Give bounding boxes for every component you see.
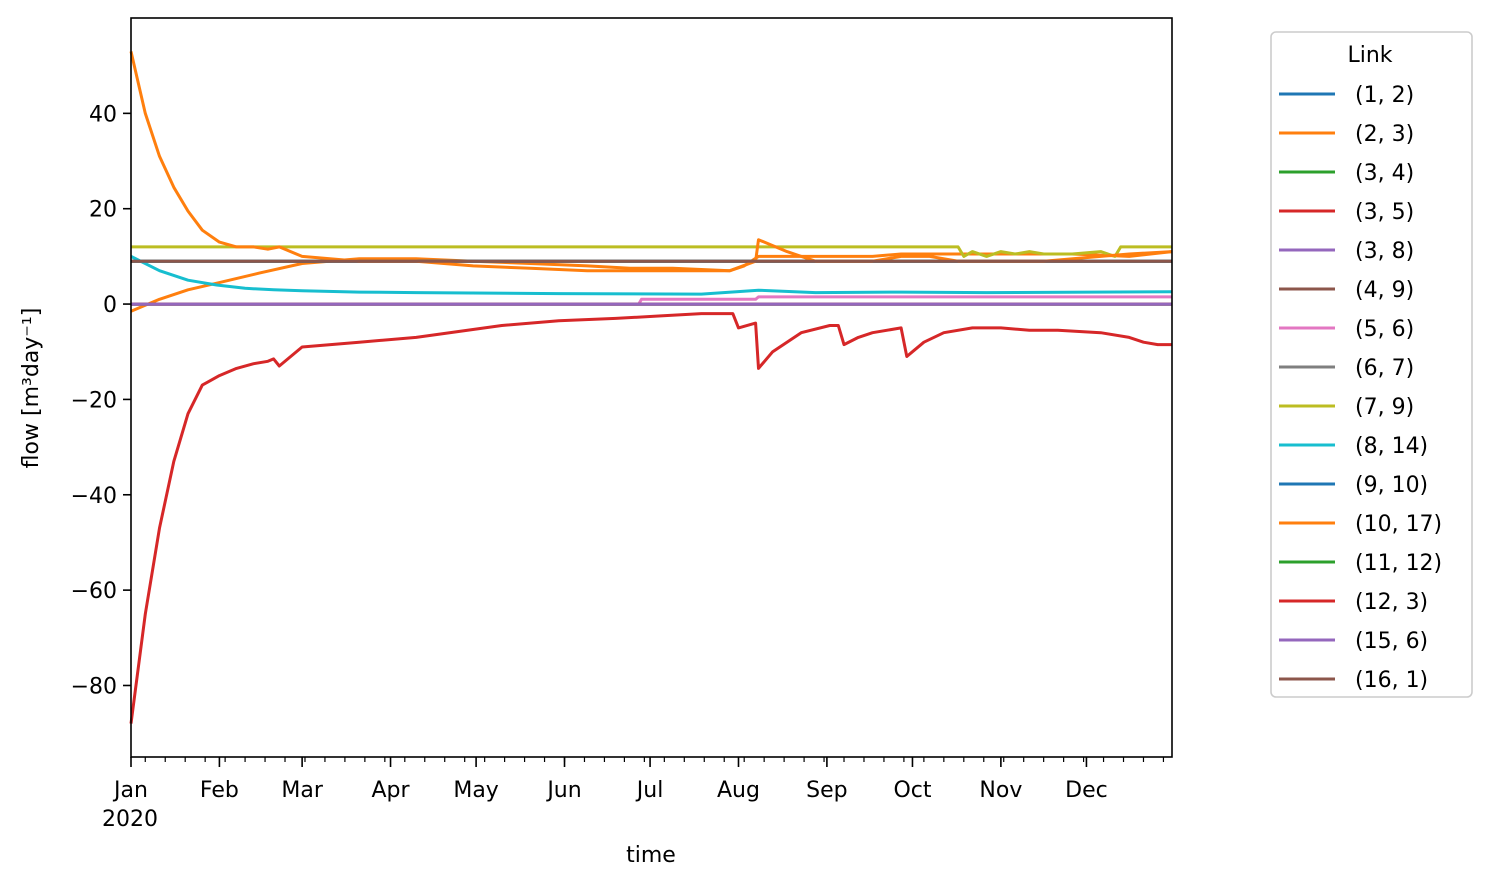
y-tick-label: −20 xyxy=(71,388,117,413)
series-line-8 xyxy=(131,245,1172,258)
legend-label: (12, 3) xyxy=(1355,590,1428,615)
x-tick-label: Jan xyxy=(112,778,148,803)
legend-box xyxy=(1270,31,1473,698)
legend-label: (5, 6) xyxy=(1355,317,1414,342)
legend-label: (2, 3) xyxy=(1355,122,1414,147)
legend-label: (3, 8) xyxy=(1355,239,1414,264)
x-tick-label: Jun xyxy=(545,778,581,803)
legend-label: (3, 4) xyxy=(1355,161,1414,186)
legend-label: (15, 6) xyxy=(1355,629,1428,654)
x-tick-label: Jul xyxy=(635,778,664,803)
legend-label: (7, 9) xyxy=(1355,395,1414,420)
axes-frame xyxy=(130,17,1173,758)
series-line-9 xyxy=(130,255,1173,296)
x-tick-label: Dec xyxy=(1065,778,1108,803)
y-tick-label: 40 xyxy=(89,102,117,127)
x-tick-label: Nov xyxy=(979,778,1022,803)
y-tick-label: 20 xyxy=(89,198,117,223)
x-tick-label: Feb xyxy=(200,778,239,803)
x-tick-label: May xyxy=(453,778,498,803)
x-tick-label: Oct xyxy=(893,778,931,803)
legend-label: (1, 2) xyxy=(1355,83,1414,108)
y-axis-label: flow [m³day⁻¹] xyxy=(19,308,44,469)
y-tick-label: −40 xyxy=(71,484,117,509)
series-line-1 xyxy=(130,250,1173,313)
legend-label: (16, 1) xyxy=(1355,668,1428,693)
y-tick-label: 0 xyxy=(103,293,117,318)
legend-title: Link xyxy=(1347,43,1392,68)
series-line-3 xyxy=(129,312,1172,724)
legend-label: (3, 5) xyxy=(1355,200,1414,225)
legend-label: (6, 7) xyxy=(1355,356,1414,381)
x-year-label: 2020 xyxy=(102,807,158,832)
y-tick-label: −80 xyxy=(71,674,117,699)
x-tick-label: Mar xyxy=(281,778,323,803)
y-tick-label: −60 xyxy=(71,579,117,604)
plot-area xyxy=(129,51,1173,724)
x-tick-label: Aug xyxy=(717,778,760,803)
legend-label: (9, 10) xyxy=(1355,473,1428,498)
legend-label: (11, 12) xyxy=(1355,551,1442,576)
x-tick-label: Apr xyxy=(372,778,411,803)
x-axis-label: time xyxy=(626,843,676,868)
legend-label: (4, 9) xyxy=(1355,278,1414,303)
legend: Link (1, 2) (2, 3) (3, 4) (3, 5) (3, 8) (4, 9)… xyxy=(1270,31,1473,698)
x-tick-label: Sep xyxy=(806,778,847,803)
axes: 40 20 0 −20 −40 −60 −80 Jan Feb Mar Apr May Jun Jul Au… xyxy=(71,17,1173,803)
legend-label: (10, 17) xyxy=(1355,512,1442,537)
legend-label: (8, 14) xyxy=(1355,434,1428,459)
series-line-11 xyxy=(129,51,1173,273)
